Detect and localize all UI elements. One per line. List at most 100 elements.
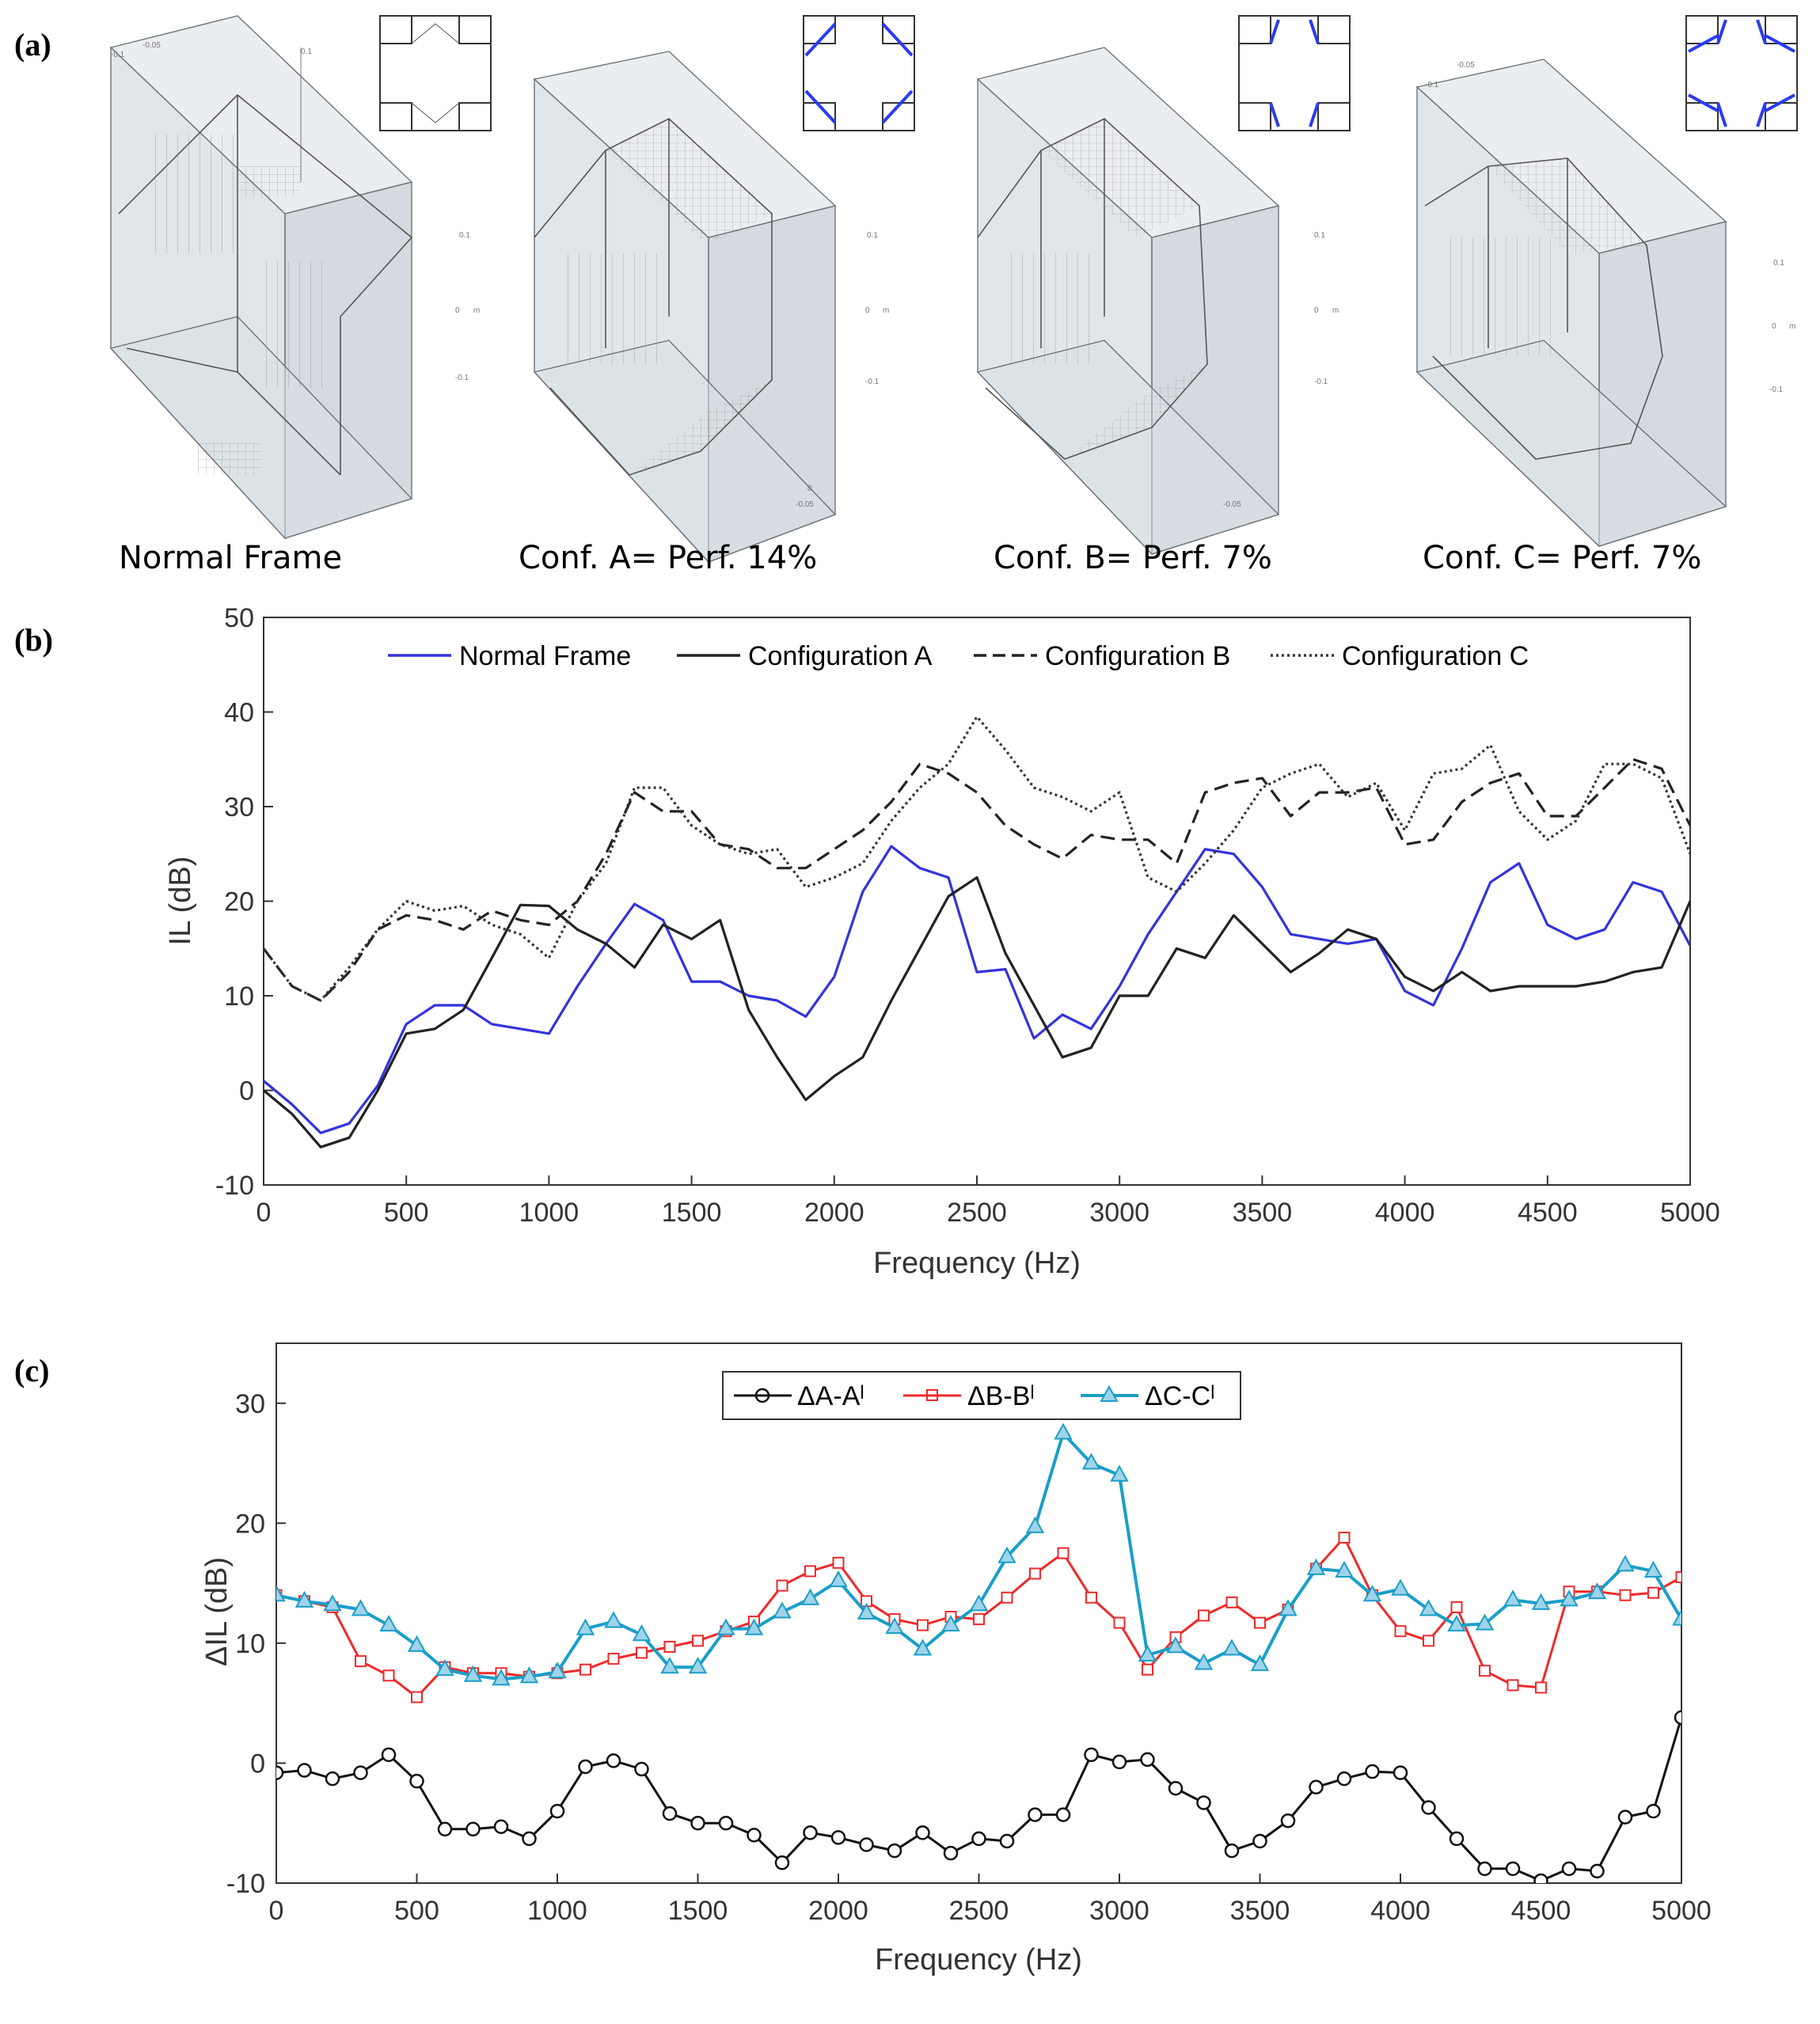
marker-delta-b: [1001, 1591, 1013, 1604]
marker-delta-a: [493, 1819, 509, 1835]
model-tick: -0.1: [455, 374, 469, 382]
marker-delta-a: [276, 1765, 284, 1780]
inset-config-b-walls: [1239, 16, 1350, 131]
xtick-label-b: 2000: [804, 1198, 864, 1228]
marker-delta-b: [1675, 1571, 1681, 1584]
marker-delta-c: [1306, 1558, 1326, 1575]
marker-delta-b: [1225, 1596, 1238, 1608]
marker-delta-c: [773, 1601, 792, 1619]
marker-delta-a: [943, 1845, 959, 1861]
marker-delta-a: [1336, 1771, 1352, 1787]
xtick-label-c: 2500: [949, 1896, 1009, 1926]
marker-delta-a: [1028, 1807, 1043, 1822]
marker-delta-c: [1447, 1615, 1466, 1632]
marker-delta-c: [351, 1599, 370, 1616]
xtick-label-b: 3500: [1233, 1198, 1293, 1228]
xtick-label-c: 3500: [1230, 1896, 1290, 1926]
marker-delta-c: [1138, 1644, 1157, 1662]
marker-delta-a: [437, 1821, 453, 1837]
marker-delta-c: [407, 1635, 427, 1652]
xlabel-c: Frequency (Hz): [875, 1943, 1082, 1977]
marker-delta-c: [276, 1585, 286, 1602]
model-tick: 0.1: [1773, 259, 1784, 268]
marker-delta-a: [690, 1815, 705, 1831]
marker-delta-a: [1280, 1813, 1296, 1828]
legend-b-config-c: Configuration C: [1342, 641, 1529, 671]
marker-delta-c: [941, 1615, 960, 1632]
xtick-label-c: 0: [269, 1896, 284, 1926]
model-tick: -0.1: [111, 51, 125, 59]
marker-delta-a: [859, 1837, 874, 1852]
marker-delta-a: [887, 1843, 902, 1859]
marker-delta-a: [1393, 1765, 1408, 1780]
model-normal-frame: 0.1 0.1 0 -0.1 m -0.1 -0.05: [109, 15, 492, 540]
model-tick: 0.1: [459, 231, 470, 240]
ytick-label-b: 40: [224, 698, 254, 728]
series-line-b-2: [264, 758, 1690, 1002]
caption-config-a: Conf. A= Perf. 14%: [519, 540, 817, 576]
marker-delta-c: [660, 1657, 679, 1674]
marker-delta-c: [1110, 1464, 1129, 1482]
marker-delta-c: [294, 1590, 314, 1608]
xtick-label-b: 1500: [662, 1198, 722, 1228]
xlabel-b: Frequency (Hz): [873, 1247, 1081, 1280]
plot-area-c: [275, 1342, 1682, 1884]
marker-delta-b: [1619, 1589, 1632, 1601]
marker-delta-a: [1590, 1863, 1605, 1879]
marker-delta-c: [800, 1588, 820, 1605]
marker-delta-b: [776, 1579, 788, 1592]
marker-delta-a: [578, 1759, 593, 1775]
marker-delta-a: [915, 1825, 930, 1840]
marker-delta-c: [1194, 1653, 1214, 1670]
marker-delta-b: [1142, 1663, 1153, 1676]
marker-delta-c: [1503, 1589, 1522, 1607]
inset-config-a: [803, 15, 915, 131]
marker-delta-c: [1081, 1452, 1101, 1470]
marker-delta-c: [1531, 1593, 1551, 1610]
series-line-b-1: [264, 875, 1690, 1149]
model-tick: 0.1: [1314, 231, 1325, 240]
model-tick: -0.1: [1769, 385, 1784, 394]
model-tick: 0: [1314, 306, 1319, 315]
marker-delta-a: [634, 1761, 649, 1777]
legend-b-config-a: Configuration A: [748, 641, 933, 671]
xtick-label-c: 2000: [808, 1896, 868, 1926]
marker-delta-c: [576, 1618, 595, 1635]
marker-delta-c: [1391, 1578, 1410, 1596]
marker-delta-a: [971, 1831, 986, 1847]
model-tick: -0.05: [1457, 61, 1475, 70]
model-tick: -0.05: [142, 41, 161, 50]
marker-delta-c: [1166, 1636, 1185, 1654]
xtick-label-c: 1000: [527, 1896, 587, 1926]
legend-b-normal-frame: Normal Frame: [459, 641, 631, 671]
model-tick: 0: [865, 306, 870, 315]
marker-delta-c: [1250, 1654, 1270, 1672]
xtick-label-b: 1000: [519, 1198, 579, 1228]
xtick-label-b: 500: [384, 1198, 429, 1228]
marker-delta-a: [1140, 1752, 1155, 1768]
marker-delta-a: [1477, 1861, 1492, 1877]
marker-delta-c: [857, 1602, 876, 1620]
ytick-label-c: 0: [250, 1749, 265, 1779]
marker-delta-a: [1168, 1781, 1184, 1796]
marker-delta-c: [1672, 1608, 1681, 1626]
marker-delta-a: [297, 1763, 312, 1778]
inset-config-a-walls: [804, 16, 914, 131]
marker-delta-c: [829, 1570, 848, 1588]
marker-delta-c: [1419, 1599, 1438, 1616]
legend-c-delta-a: ΔA-Aˡ: [797, 1381, 864, 1411]
marker-delta-a: [606, 1753, 621, 1768]
model-unit: m: [1789, 322, 1795, 331]
marker-delta-a: [465, 1821, 481, 1837]
ytick-label-b: 20: [224, 887, 254, 917]
marker-delta-c: [1279, 1599, 1298, 1616]
marker-delta-b: [663, 1640, 676, 1653]
marker-delta-a: [1674, 1710, 1681, 1726]
model-tick: -0.1: [1314, 378, 1328, 386]
marker-delta-c: [1362, 1585, 1382, 1602]
marker-delta-c: [1475, 1613, 1495, 1631]
xtick-label-b: 2500: [947, 1198, 1007, 1228]
marker-delta-c: [519, 1666, 539, 1684]
marker-delta-a: [381, 1747, 397, 1763]
